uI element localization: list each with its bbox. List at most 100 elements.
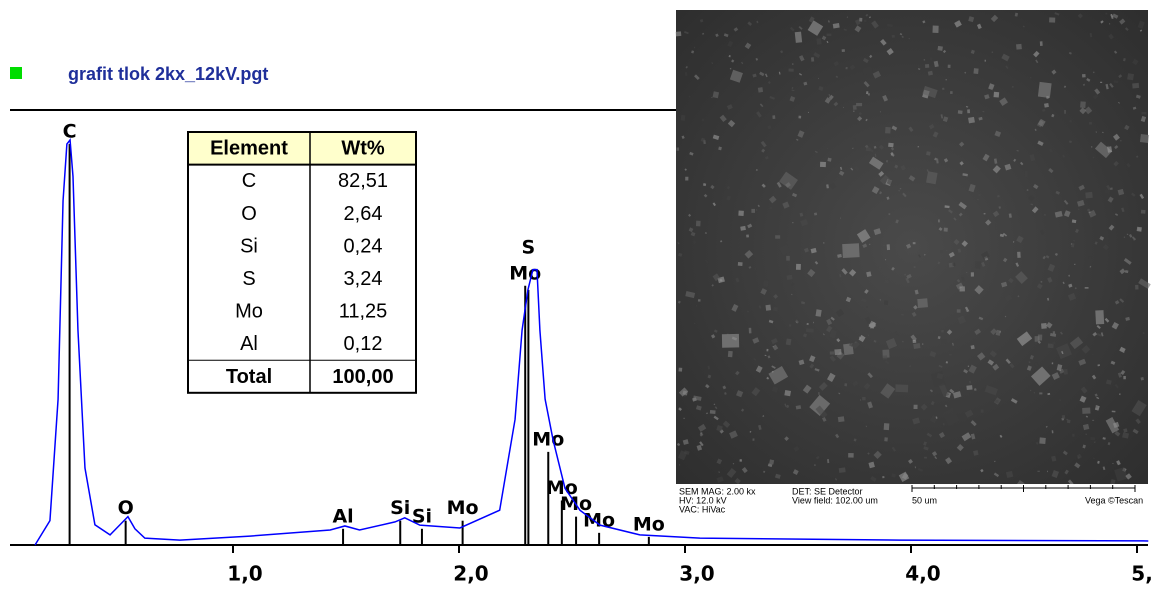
sem-texture <box>1094 141 1113 159</box>
sem-texture <box>1113 50 1118 54</box>
sem-texture <box>1102 131 1104 134</box>
sem-texture <box>960 276 966 282</box>
sem-texture <box>731 59 735 63</box>
sem-texture <box>815 309 822 317</box>
sem-texture <box>922 20 926 24</box>
sem-texture <box>1030 366 1051 386</box>
sem-texture <box>1113 160 1119 167</box>
table-header: Element <box>210 138 288 160</box>
sem-texture <box>739 459 742 462</box>
sem-texture <box>829 329 838 339</box>
sem-texture <box>839 217 842 219</box>
sem-texture <box>683 450 690 455</box>
sem-texture <box>958 212 963 217</box>
sem-texture <box>1122 432 1130 439</box>
sem-texture <box>722 420 731 428</box>
sem-texture <box>988 83 995 91</box>
sem-texture <box>935 158 939 164</box>
sem-texture <box>1002 257 1008 263</box>
sem-texture <box>937 261 941 265</box>
sem-texture <box>1012 241 1015 243</box>
sem-texture <box>1092 156 1095 159</box>
sem-texture <box>1082 444 1086 449</box>
sem-texture <box>890 147 895 151</box>
sem-texture <box>803 333 808 338</box>
sem-texture <box>1089 122 1092 125</box>
sem-texture <box>735 277 740 283</box>
sem-texture <box>1139 29 1143 32</box>
sem-texture <box>723 33 729 38</box>
sem-texture <box>1123 236 1126 238</box>
sem-texture <box>958 141 965 147</box>
sem-texture <box>756 209 758 211</box>
sem-texture <box>1011 85 1014 88</box>
sem-texture <box>858 111 863 116</box>
sem-texture <box>752 73 757 78</box>
sem-texture <box>945 78 947 81</box>
sem-texture <box>906 273 912 279</box>
sem-texture <box>890 153 895 157</box>
sem-texture <box>902 192 907 198</box>
sem-texture <box>1117 372 1122 378</box>
sem-texture <box>926 432 933 438</box>
sem-texture <box>871 186 880 195</box>
sem-texture <box>772 115 776 120</box>
sem-texture <box>768 195 777 204</box>
sem-texture <box>1034 128 1037 132</box>
peak-label: S <box>522 236 536 258</box>
sem-texture <box>805 328 814 333</box>
sem-texture <box>869 54 873 59</box>
sem-texture <box>938 382 950 398</box>
sem-texture <box>885 126 891 134</box>
sem-texture <box>974 328 982 336</box>
sem-texture <box>945 361 949 364</box>
sem-texture <box>856 229 871 243</box>
sem-texture <box>763 280 769 287</box>
sem-texture <box>994 130 1002 138</box>
sem-texture <box>1051 455 1057 462</box>
sem-texture <box>756 20 759 24</box>
sem-texture <box>908 175 916 182</box>
sem-texture <box>828 20 830 23</box>
sem-texture <box>788 323 792 328</box>
sem-texture <box>678 407 682 411</box>
sem-texture <box>1063 210 1071 218</box>
sem-texture <box>866 306 868 308</box>
sem-texture <box>769 459 775 465</box>
sem-texture <box>760 140 767 148</box>
sem-texture <box>1105 417 1120 434</box>
sem-texture <box>704 232 707 234</box>
sem-texture <box>1078 184 1085 191</box>
sem-texture <box>792 63 794 65</box>
sem-texture <box>956 279 961 283</box>
sem-texture <box>920 403 928 411</box>
sem-texture <box>1132 428 1139 435</box>
sem-texture <box>796 138 799 141</box>
sem-texture <box>1119 18 1126 25</box>
sem-texture <box>874 153 877 158</box>
sem-texture <box>762 470 766 473</box>
sem-texture <box>1052 330 1056 335</box>
legend-label: grafit tlok 2kx_12kV.pgt <box>68 64 268 84</box>
sem-texture <box>852 138 856 141</box>
sem-texture <box>778 71 781 75</box>
sem-texture <box>1116 460 1121 466</box>
sem-texture <box>1049 17 1056 23</box>
sem-texture <box>757 87 764 93</box>
sem-texture <box>1140 376 1144 381</box>
sem-texture <box>956 444 964 452</box>
sem-texture <box>1074 287 1077 290</box>
sem-texture <box>774 473 781 479</box>
sem-texture <box>974 260 982 270</box>
sem-texture <box>755 169 758 171</box>
sem-texture <box>943 227 948 232</box>
sem-texture <box>838 467 846 473</box>
sem-texture <box>678 464 681 466</box>
sem-texture <box>987 359 995 366</box>
sem-texture <box>981 261 986 267</box>
sem-texture <box>1138 278 1151 289</box>
sem-texture <box>1092 94 1099 100</box>
sem-texture <box>1119 298 1125 303</box>
sem-texture <box>741 61 744 65</box>
sem-texture <box>933 60 939 68</box>
